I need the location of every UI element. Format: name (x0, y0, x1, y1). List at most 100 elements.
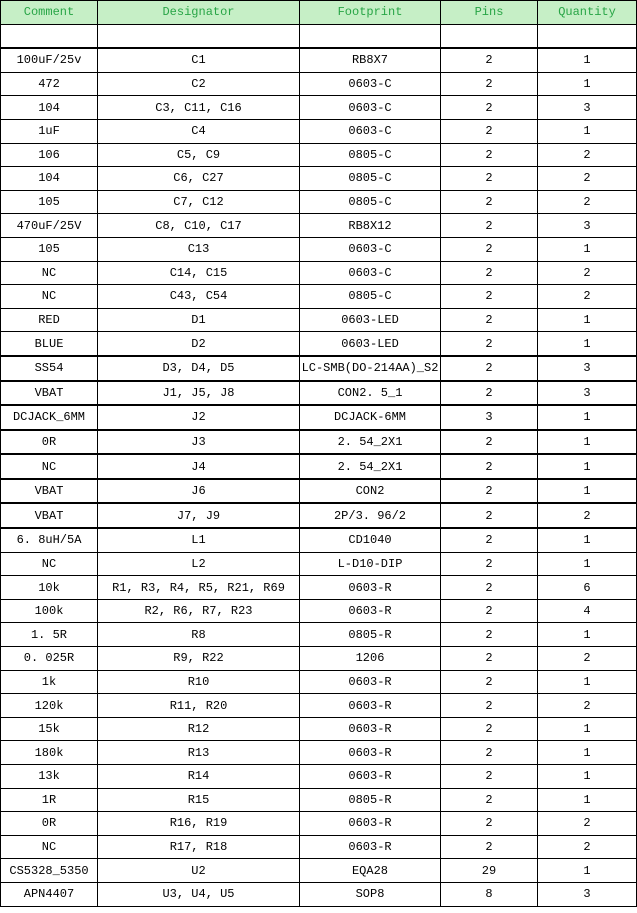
cell-quantity[interactable]: 1 (537, 740, 637, 765)
cell-footprint[interactable]: CD1040 (299, 527, 441, 553)
cell-designator[interactable]: R14 (97, 764, 300, 789)
cell-designator[interactable]: D3, D4, D5 (97, 354, 300, 381)
cell-footprint[interactable]: L-D10-DIP (299, 551, 441, 577)
cell-quantity[interactable]: 3 (537, 213, 637, 238)
cell-quantity[interactable]: 1 (537, 331, 637, 357)
cell-comment[interactable]: SS54 (0, 354, 98, 381)
cell-pins[interactable]: 2 (440, 213, 538, 238)
cell-pins[interactable]: 8 (440, 881, 538, 907)
cell-designator[interactable]: L2 (97, 551, 300, 577)
cell-comment[interactable]: 6. 8uH/5A (0, 527, 98, 553)
cell-footprint[interactable]: 0603-R (299, 740, 441, 765)
cell-pins[interactable]: 2 (440, 47, 538, 73)
cell-footprint[interactable]: 2. 54_2X1 (299, 428, 441, 455)
cell-designator[interactable]: C6, C27 (97, 166, 300, 191)
cell-pins[interactable]: 2 (440, 477, 538, 504)
cell-comment[interactable]: 10k (0, 575, 98, 600)
cell-pins[interactable]: 2 (440, 598, 538, 624)
cell-designator[interactable]: J4 (97, 453, 300, 480)
cell-designator[interactable]: C1 (97, 47, 300, 73)
cell-pins[interactable]: 2 (440, 646, 538, 671)
cell-comment[interactable]: VBAT (0, 477, 98, 504)
cell-quantity[interactable]: 2 (537, 284, 637, 309)
cell-footprint[interactable]: 0603-LED (299, 331, 441, 357)
cell-pins[interactable]: 2 (440, 331, 538, 357)
cell-footprint[interactable]: 0805-C (299, 284, 441, 309)
cell-quantity[interactable]: 2 (537, 646, 637, 671)
cell-comment[interactable]: NC (0, 453, 98, 480)
cell-comment[interactable]: 120k (0, 693, 98, 718)
cell-footprint[interactable]: 0805-C (299, 142, 441, 168)
cell-designator[interactable]: C2 (97, 71, 300, 97)
cell-quantity[interactable]: 1 (537, 118, 637, 144)
cell-comment[interactable]: NC (0, 834, 98, 860)
cell-quantity[interactable]: 2 (537, 166, 637, 191)
cell-comment[interactable]: 0. 025R (0, 646, 98, 671)
cell-designator[interactable]: R9, R22 (97, 646, 300, 671)
cell-designator[interactable]: C43, C54 (97, 284, 300, 309)
cell-pins[interactable]: 2 (440, 118, 538, 144)
cell-designator[interactable]: J1, J5, J8 (97, 379, 300, 406)
cell-comment[interactable]: DCJACK_6MM (0, 404, 98, 431)
cell-comment[interactable]: 0R (0, 811, 98, 836)
cell-comment[interactable]: 104 (0, 166, 98, 191)
cell-pins[interactable]: 2 (440, 716, 538, 742)
column-header-quantity[interactable]: Quantity (537, 0, 637, 25)
cell-quantity[interactable]: 1 (537, 477, 637, 504)
cell-designator[interactable]: J3 (97, 428, 300, 455)
cell-footprint[interactable]: 0603-C (299, 118, 441, 144)
cell-comment[interactable]: VBAT (0, 379, 98, 406)
cell-footprint[interactable]: CON2 (299, 477, 441, 504)
cell-pins[interactable]: 2 (440, 527, 538, 553)
cell-pins[interactable]: 29 (440, 858, 538, 883)
cell-designator[interactable]: L1 (97, 527, 300, 553)
cell-footprint[interactable]: 0603-C (299, 95, 441, 120)
cell-pins[interactable]: 2 (440, 307, 538, 333)
cell-footprint[interactable]: EQA28 (299, 858, 441, 883)
cell-quantity[interactable]: 1 (537, 307, 637, 333)
cell-footprint[interactable]: 0603-R (299, 669, 441, 695)
cell-designator[interactable]: C14, C15 (97, 260, 300, 286)
cell-quantity[interactable]: 2 (537, 142, 637, 168)
cell-quantity[interactable]: 1 (537, 669, 637, 695)
cell-pins[interactable]: 2 (440, 669, 538, 695)
cell-quantity[interactable] (537, 23, 637, 49)
cell-quantity[interactable]: 1 (537, 716, 637, 742)
cell-quantity[interactable]: 1 (537, 551, 637, 577)
cell-footprint[interactable]: 0603-R (299, 693, 441, 718)
cell-quantity[interactable]: 3 (537, 379, 637, 406)
cell-designator[interactable]: C3, C11, C16 (97, 95, 300, 120)
cell-comment[interactable]: 0R (0, 428, 98, 455)
cell-quantity[interactable]: 1 (537, 858, 637, 883)
cell-pins[interactable]: 2 (440, 354, 538, 381)
cell-quantity[interactable]: 1 (537, 47, 637, 73)
cell-quantity[interactable]: 1 (537, 787, 637, 813)
cell-footprint[interactable]: 1206 (299, 646, 441, 671)
cell-comment[interactable]: 100uF/25v (0, 47, 98, 73)
cell-designator[interactable]: C5, C9 (97, 142, 300, 168)
cell-footprint[interactable]: RB8X12 (299, 213, 441, 238)
cell-comment[interactable]: 472 (0, 71, 98, 97)
cell-comment[interactable]: 15k (0, 716, 98, 742)
cell-comment[interactable]: VBAT (0, 502, 98, 529)
cell-designator[interactable]: R2, R6, R7, R23 (97, 598, 300, 624)
cell-comment[interactable]: RED (0, 307, 98, 333)
cell-pins[interactable]: 2 (440, 166, 538, 191)
cell-comment[interactable] (0, 23, 98, 49)
cell-footprint[interactable]: 0603-R (299, 764, 441, 789)
cell-designator[interactable]: C8, C10, C17 (97, 213, 300, 238)
cell-comment[interactable]: 13k (0, 764, 98, 789)
cell-comment[interactable]: 106 (0, 142, 98, 168)
cell-quantity[interactable]: 1 (537, 453, 637, 480)
cell-pins[interactable]: 2 (440, 142, 538, 168)
cell-designator[interactable]: R13 (97, 740, 300, 765)
cell-designator[interactable]: C4 (97, 118, 300, 144)
cell-quantity[interactable]: 3 (537, 354, 637, 381)
cell-comment[interactable]: 100k (0, 598, 98, 624)
cell-quantity[interactable]: 2 (537, 502, 637, 529)
cell-comment[interactable]: 1uF (0, 118, 98, 144)
cell-comment[interactable]: NC (0, 260, 98, 286)
cell-designator[interactable]: R16, R19 (97, 811, 300, 836)
cell-pins[interactable]: 2 (440, 764, 538, 789)
cell-footprint[interactable]: 2P/3. 96/2 (299, 502, 441, 529)
